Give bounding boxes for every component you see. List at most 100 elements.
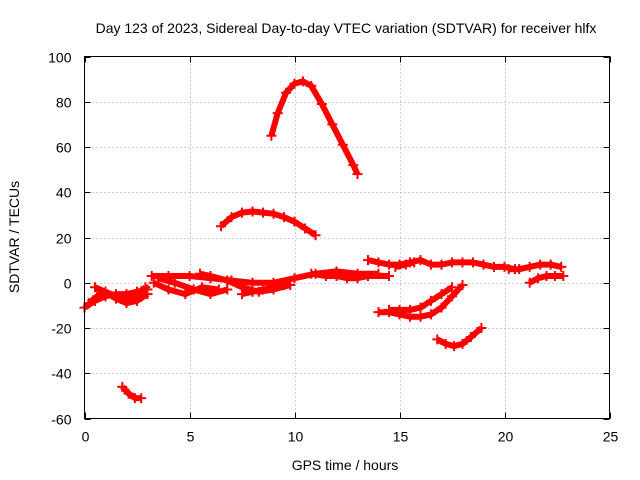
grid-layer — [84, 56, 610, 419]
data-point-plus — [524, 277, 535, 288]
data-point-plus — [272, 108, 283, 119]
series-arc-2 — [216, 206, 321, 241]
data-point-plus — [449, 341, 460, 352]
data-point-plus — [316, 99, 327, 110]
data-point-plus — [163, 284, 174, 295]
data-point-plus — [426, 309, 436, 320]
data-point-plus — [123, 388, 134, 399]
data-point-plus — [476, 323, 487, 333]
data-point-plus — [268, 208, 279, 219]
data-point-plus — [503, 264, 514, 275]
data-point-plus — [289, 78, 300, 89]
series-arc-11 — [237, 280, 289, 300]
data-point-plus — [373, 307, 384, 318]
data-point-plus — [348, 160, 359, 171]
series-arc-17 — [432, 323, 487, 352]
y-tick-label: 80 — [56, 95, 72, 111]
data-point-plus — [457, 257, 468, 268]
y-tick-label: 40 — [56, 185, 72, 201]
data-point-plus — [111, 293, 121, 304]
data-point-plus — [169, 277, 180, 288]
data-point-plus — [222, 284, 233, 295]
data-point-plus — [535, 259, 546, 270]
data-point-plus — [289, 216, 300, 227]
data-point-plus — [352, 169, 363, 180]
data-point-plus — [184, 270, 195, 281]
data-point-plus — [436, 259, 447, 270]
data-point-plus — [92, 291, 103, 302]
data-point-plus — [327, 119, 338, 130]
data-point-plus — [140, 282, 151, 293]
data-point-plus — [237, 289, 247, 300]
series-arc-12 — [306, 268, 394, 284]
series-arc-9 — [153, 273, 233, 300]
tick-layer: 0 5 10 15 20 25 -60 -40 -20 0 20 40 60 80 100 — [48, 50, 618, 445]
data-point-plus — [337, 139, 348, 150]
data-point-plus — [457, 280, 468, 291]
data-point-plus — [363, 255, 373, 266]
series-line — [219, 208, 318, 238]
data-point-plus — [440, 338, 451, 349]
data-point-plus — [342, 273, 352, 284]
data-point-plus — [180, 289, 191, 300]
data-point-plus — [279, 212, 289, 223]
data-point-plus — [258, 284, 268, 295]
data-point-plus — [216, 221, 226, 232]
data-point-plus — [415, 302, 426, 313]
data-point-plus — [373, 257, 384, 268]
y-axis-label: SDTVAR / TECUs — [6, 181, 22, 293]
y-tick-label: -20 — [51, 321, 71, 337]
x-axis-label: GPS time / hours — [292, 457, 399, 473]
data-point-plus — [400, 259, 411, 270]
series-arc-19 — [524, 270, 569, 288]
x-tick-label: 25 — [603, 429, 619, 445]
series-arc-1 — [266, 76, 363, 180]
data-point-plus — [146, 270, 157, 281]
data-point-plus — [188, 284, 199, 295]
series-layer — [79, 76, 569, 404]
data-point-plus — [478, 259, 489, 270]
data-point-plus — [541, 270, 552, 281]
data-point-plus — [306, 80, 317, 91]
data-point-plus — [447, 291, 457, 302]
data-point-plus — [489, 261, 499, 272]
data-point-plus — [281, 87, 292, 98]
y-tick-label: -60 — [51, 412, 71, 428]
data-point-plus — [321, 270, 331, 281]
data-point-plus — [415, 255, 426, 266]
series-arc-6 — [117, 381, 147, 404]
data-point-plus — [222, 275, 233, 286]
data-point-plus — [352, 273, 363, 284]
data-point-plus — [247, 277, 258, 288]
data-point-plus — [142, 289, 153, 300]
data-point-plus — [237, 207, 247, 218]
data-point-plus — [384, 270, 394, 281]
data-point-plus — [205, 270, 216, 281]
data-point-plus — [136, 393, 147, 404]
data-point-plus — [121, 298, 132, 309]
data-point-plus — [394, 304, 405, 315]
series-arc-16 — [384, 282, 457, 315]
data-point-plus — [549, 270, 560, 281]
data-point-plus — [457, 338, 468, 349]
data-point-plus — [247, 206, 258, 217]
data-point-plus — [405, 304, 415, 315]
data-point-plus — [545, 259, 556, 270]
data-point-plus — [447, 282, 457, 293]
data-point-plus — [436, 289, 447, 300]
y-tick-label: 0 — [64, 276, 72, 292]
data-point-plus — [205, 289, 216, 300]
data-point-plus — [279, 280, 289, 291]
data-point-plus — [297, 76, 308, 87]
data-point-plus — [310, 230, 321, 241]
data-point-plus — [384, 304, 394, 315]
data-point-plus — [117, 381, 128, 392]
data-point-plus — [268, 282, 279, 293]
data-point-plus — [415, 311, 426, 322]
data-point-plus — [390, 261, 401, 272]
data-point-plus — [465, 332, 476, 343]
data-point-plus — [447, 257, 457, 268]
data-point-plus — [426, 295, 436, 306]
series-line — [268, 78, 361, 176]
x-tick-label: 10 — [288, 429, 304, 445]
